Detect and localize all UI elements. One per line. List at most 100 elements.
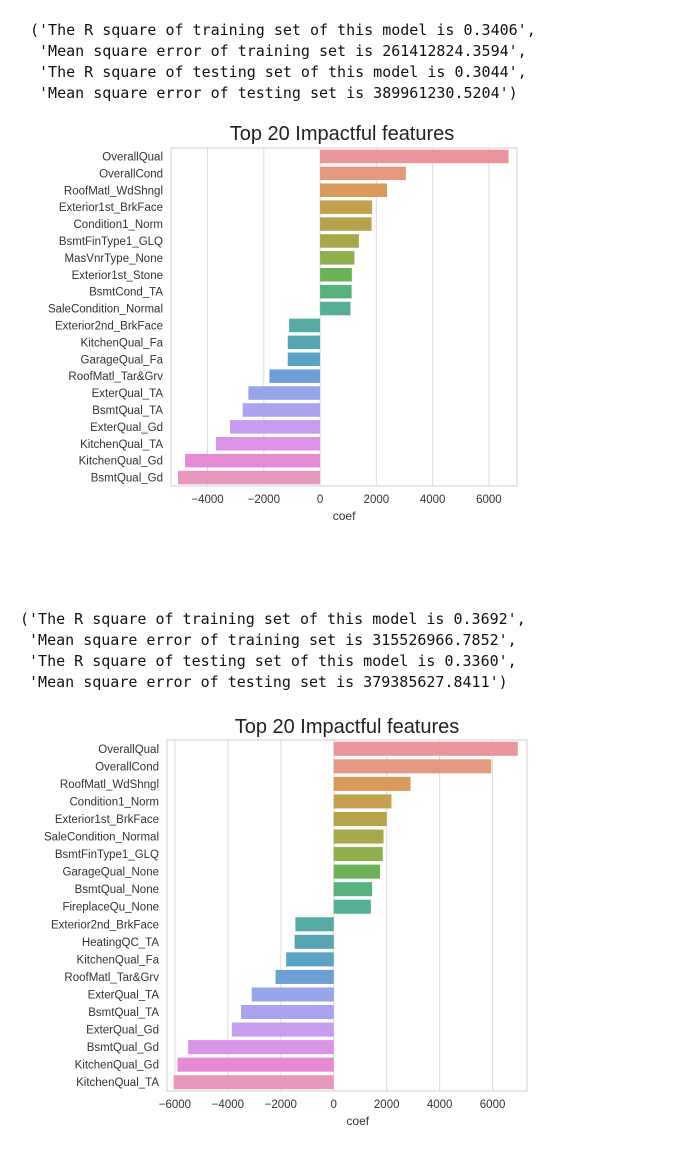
x-tick-label: 0	[331, 1099, 337, 1111]
plot-frame	[166, 739, 528, 1092]
chart-title: Top 20 Impactful features	[235, 716, 460, 738]
category-label: FireplaceQu_None	[62, 902, 159, 914]
x-tick-label: −2000	[248, 494, 280, 506]
category-label: KitchenQual_Fa	[77, 954, 160, 966]
bar	[275, 969, 334, 984]
output-line: 'The R square of testing set of this mod…	[20, 652, 517, 670]
category-label: BsmtQual_Gd	[91, 473, 163, 485]
bar	[333, 847, 383, 862]
bar	[178, 470, 321, 485]
category-label: BsmtQual_TA	[92, 405, 163, 417]
category-label: SaleCondition_Normal	[44, 832, 159, 844]
bar	[320, 284, 352, 299]
category-label: RoofMatl_WdShngl	[60, 779, 159, 791]
category-label: OverallQual	[98, 744, 159, 756]
bar	[289, 318, 321, 333]
x-axis-label: coef	[333, 509, 356, 523]
x-axis-label: coef	[346, 1114, 369, 1128]
category-label: KitchenQual_Gd	[75, 1060, 159, 1072]
bar	[173, 1075, 334, 1090]
output-line: 'Mean square error of testing set is 389…	[30, 84, 518, 102]
category-label: Exterior2nd_BrkFace	[51, 919, 159, 931]
category-label: GarageQual_Fa	[81, 354, 164, 366]
output-line: ('The R square of training set of this m…	[20, 610, 526, 628]
category-label: BsmtQual_Gd	[87, 1042, 159, 1054]
bar	[269, 369, 321, 383]
output-line: ('The R square of training set of this m…	[30, 21, 536, 39]
bar	[286, 952, 334, 967]
x-tick-label: 2000	[374, 1099, 400, 1111]
bar	[185, 453, 321, 468]
bar	[333, 776, 411, 791]
x-tick-label: −4000	[212, 1099, 244, 1111]
bar	[230, 420, 321, 434]
coef-bar-chart-1: Top 20 Impactful features OverallQual Over…	[48, 123, 518, 523]
bar	[188, 1040, 334, 1055]
bar	[320, 301, 351, 316]
bar	[320, 166, 406, 181]
bar	[287, 352, 321, 367]
category-label: OverallCond	[95, 761, 159, 773]
bar	[177, 1057, 334, 1072]
bar	[333, 899, 371, 914]
bar	[248, 386, 321, 400]
x-tick-label: −2000	[265, 1099, 297, 1111]
bar	[287, 335, 321, 350]
category-label: ExterQual_Gd	[86, 1025, 159, 1037]
output-line: 'The R square of testing set of this mod…	[30, 63, 527, 81]
text-output-1: ('The R square of training set of this m…	[30, 20, 536, 104]
category-label: KitchenQual_Gd	[79, 456, 163, 468]
category-label: SaleCondition_Normal	[48, 304, 163, 316]
category-label: KitchenQual_TA	[76, 1077, 159, 1089]
category-label: RoofMatl_Tar&Grv	[64, 972, 159, 984]
chart-title: Top 20 Impactful features	[230, 123, 455, 145]
category-label: HeatingQC_TA	[82, 937, 159, 949]
category-label: BsmtQual_TA	[88, 1007, 159, 1019]
category-label: ExterQual_Gd	[90, 422, 163, 434]
category-label: ExterQual_TA	[92, 388, 164, 400]
bar	[333, 864, 381, 879]
coef-bar-chart-2: Top 20 Impactful features OverallQual Over…	[44, 716, 528, 1128]
category-label: Exterior2nd_BrkFace	[55, 320, 163, 332]
category-label: Exterior1st_Stone	[72, 270, 163, 282]
category-label: Exterior1st_BrkFace	[55, 814, 159, 826]
bar	[320, 234, 359, 248]
x-tick-label: 2000	[364, 494, 390, 506]
output-line: 'Mean square error of testing set is 379…	[20, 673, 508, 691]
category-label: RoofMatl_Tar&Grv	[68, 371, 163, 383]
output-line: 'Mean square error of training set is 31…	[20, 631, 517, 649]
category-label: OverallQual	[102, 151, 163, 163]
category-label: ExterQual_TA	[88, 989, 160, 1001]
text-output-2: ('The R square of training set of this m…	[20, 609, 526, 693]
bar	[320, 251, 355, 265]
category-label: RoofMatl_WdShngl	[64, 185, 163, 197]
category-label: Condition1_Norm	[74, 219, 164, 231]
category-label: BsmtFinType1_GLQ	[55, 849, 159, 861]
bar	[294, 934, 334, 949]
bar	[333, 794, 392, 809]
bar	[333, 741, 518, 756]
category-label: KitchenQual_TA	[80, 439, 163, 451]
x-tick-label: 4000	[420, 494, 446, 506]
bar	[216, 436, 321, 451]
bar	[320, 217, 372, 231]
category-label: BsmtQual_None	[75, 884, 159, 896]
x-tick-label: −6000	[159, 1099, 191, 1111]
bar	[231, 1022, 334, 1037]
bar	[333, 882, 373, 897]
x-tick-label: 4000	[427, 1099, 453, 1111]
bar	[333, 811, 387, 826]
x-tick-label: 6000	[480, 1099, 506, 1111]
bar	[320, 267, 352, 282]
category-label: OverallCond	[99, 168, 163, 180]
output-line: 'Mean square error of training set is 26…	[30, 42, 527, 60]
bar	[320, 149, 509, 164]
bar	[295, 917, 334, 932]
plot-frame	[170, 147, 518, 487]
category-label: KitchenQual_Fa	[81, 337, 164, 349]
category-label: Condition1_Norm	[70, 796, 160, 808]
category-label: BsmtCond_TA	[89, 287, 163, 299]
bar	[320, 183, 388, 198]
category-label: MasVnrType_None	[65, 253, 163, 265]
bar	[320, 200, 373, 214]
